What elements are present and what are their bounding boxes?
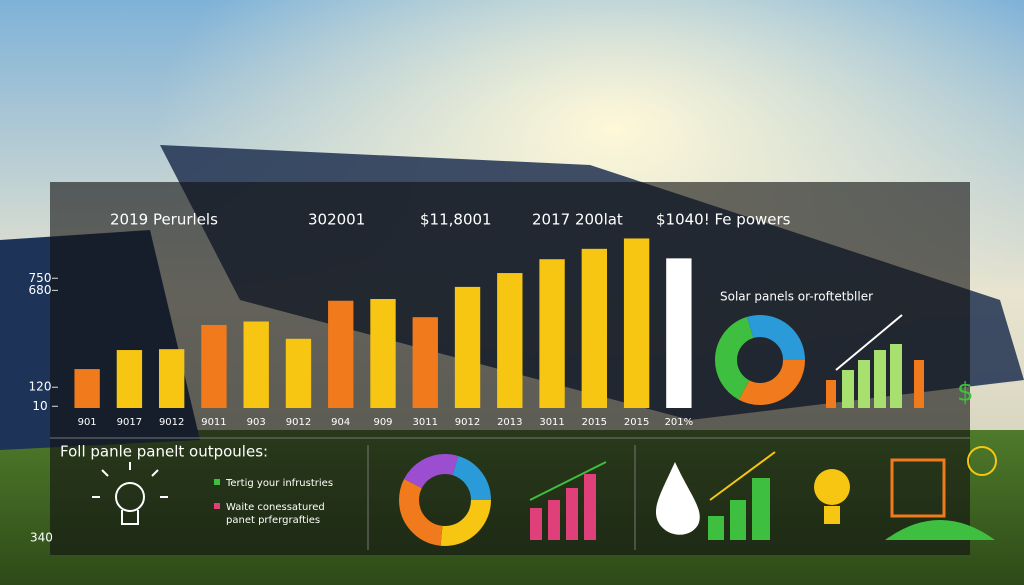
bar bbox=[666, 258, 692, 408]
bar bbox=[285, 338, 312, 408]
dollar-icon: $ bbox=[957, 378, 974, 408]
bar bbox=[497, 273, 523, 408]
y-tick-label: 680 bbox=[29, 283, 52, 297]
bar bbox=[370, 299, 396, 408]
bar bbox=[158, 349, 185, 408]
legend-text: Tertig your infrustries bbox=[225, 478, 333, 489]
x-tick-label: 9011 bbox=[201, 417, 226, 428]
x-tick-label: 2015 bbox=[624, 417, 649, 428]
x-tick-label: 901 bbox=[78, 417, 97, 428]
bar bbox=[243, 321, 269, 408]
headline: 302001 bbox=[308, 211, 365, 229]
bar bbox=[201, 324, 227, 408]
x-tick-label: 2013 bbox=[497, 417, 522, 428]
donut-icon bbox=[715, 315, 805, 405]
legend-text: Waite conessatured bbox=[226, 502, 325, 513]
bottom-title: Foll panle panelt outpoules: bbox=[60, 443, 268, 461]
legend-swatch bbox=[214, 479, 220, 485]
x-tick-label: 9012 bbox=[286, 417, 311, 428]
x-tick-label: 201% bbox=[665, 417, 694, 428]
y-tick-label: 750 bbox=[29, 271, 52, 285]
headline: 2017 200lat bbox=[532, 211, 623, 229]
bar bbox=[116, 350, 143, 408]
bar bbox=[412, 317, 438, 408]
y-tick-label: 120 bbox=[29, 380, 52, 394]
x-tick-label: 903 bbox=[247, 417, 266, 428]
bar bbox=[454, 286, 481, 408]
bar bbox=[539, 259, 565, 408]
x-tick-label: 9012 bbox=[455, 417, 480, 428]
headline: $1040! Fe powers bbox=[656, 211, 791, 229]
y-tick-label: 10 bbox=[32, 399, 47, 413]
bulb-icon bbox=[92, 462, 168, 525]
legend-swatch bbox=[214, 503, 220, 509]
bar bbox=[74, 369, 100, 408]
side-title: Solar panels or-roftetbller bbox=[720, 290, 873, 304]
x-tick-label: 3011 bbox=[539, 417, 564, 428]
x-tick-label: 904 bbox=[331, 417, 350, 428]
headline: $11,8001 bbox=[420, 211, 492, 229]
x-tick-label: 3011 bbox=[413, 417, 438, 428]
sun-bulb-icon bbox=[814, 469, 850, 524]
corner-label: 340 bbox=[30, 531, 53, 545]
donut-icon bbox=[399, 454, 491, 546]
house-icon bbox=[885, 446, 997, 540]
x-tick-label: 909 bbox=[373, 417, 392, 428]
x-tick-label: 2015 bbox=[582, 417, 607, 428]
bar bbox=[623, 238, 650, 408]
bar bbox=[581, 248, 608, 408]
x-tick-label: 9017 bbox=[117, 417, 142, 428]
legend-text: panet prfergrafties bbox=[226, 515, 320, 526]
bar bbox=[328, 300, 354, 408]
headline: 2019 Perurlels bbox=[110, 211, 218, 229]
mini-bars bbox=[529, 314, 924, 540]
x-tick-label: 9012 bbox=[159, 417, 184, 428]
drop-icon bbox=[655, 462, 700, 535]
